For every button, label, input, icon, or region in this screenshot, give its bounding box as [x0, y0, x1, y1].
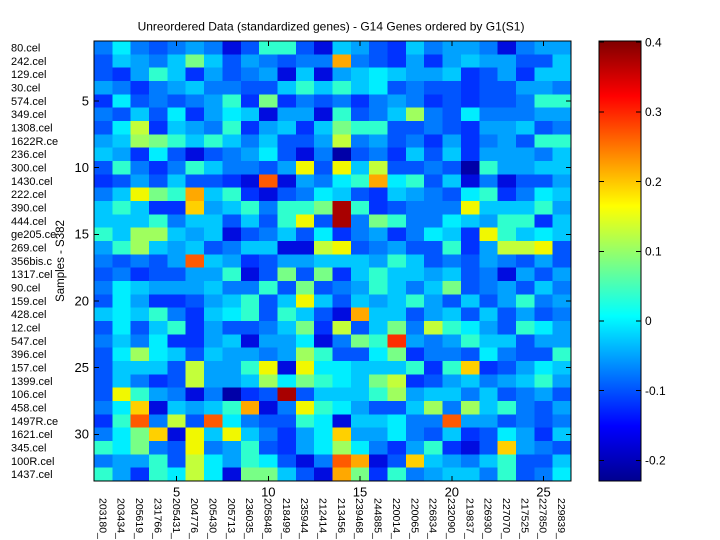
svg-text:345.cel: 345.cel [11, 443, 46, 455]
svg-text:-0.2: -0.2 [645, 454, 666, 468]
svg-text:212414_: 212414_ [317, 498, 329, 539]
svg-text:ge205.ce: ge205.ce [11, 229, 56, 241]
svg-text:390.cel: 390.cel [11, 203, 46, 215]
svg-text:1621.cel: 1621.cel [11, 429, 53, 441]
svg-text:222.cel: 222.cel [11, 189, 46, 201]
svg-text:204776_: 204776_ [188, 498, 200, 539]
svg-text:239468_: 239468_ [353, 498, 365, 539]
svg-text:15: 15 [75, 227, 89, 242]
svg-text:0.3: 0.3 [645, 105, 662, 119]
svg-text:30.cel: 30.cel [11, 83, 40, 95]
svg-text:396.cel: 396.cel [11, 349, 46, 361]
svg-text:356bis.c: 356bis.c [11, 256, 52, 268]
svg-text:205713_: 205713_ [225, 498, 237, 539]
svg-text:30: 30 [75, 427, 89, 442]
svg-text:129.cel: 129.cel [11, 69, 46, 81]
svg-text:226834_: 226834_ [427, 498, 439, 539]
svg-text:203434_: 203434_ [115, 498, 127, 539]
svg-text:80.cel: 80.cel [11, 43, 40, 55]
svg-text:20: 20 [75, 293, 89, 308]
svg-text:547.cel: 547.cel [11, 336, 46, 348]
svg-text:213456_: 213456_ [335, 498, 347, 539]
svg-text:205619_: 205619_ [133, 498, 145, 539]
svg-text:1399.cel: 1399.cel [11, 376, 53, 388]
svg-text:205848_: 205848_ [262, 498, 274, 539]
svg-text:428.cel: 428.cel [11, 309, 46, 321]
svg-text:25: 25 [536, 485, 550, 500]
svg-text:0.2: 0.2 [645, 175, 662, 189]
svg-text:229839_: 229839_ [555, 498, 567, 539]
svg-text:1308.cel: 1308.cel [11, 123, 53, 135]
svg-text:157.cel: 157.cel [11, 363, 46, 375]
svg-text:1622R.ce: 1622R.ce [11, 136, 58, 148]
svg-text:219837_: 219837_ [463, 498, 475, 539]
svg-text:458.cel: 458.cel [11, 403, 46, 415]
svg-text:5: 5 [82, 93, 89, 108]
svg-text:90.cel: 90.cel [11, 283, 40, 295]
svg-text:159.cel: 159.cel [11, 296, 46, 308]
svg-text:0.4: 0.4 [645, 35, 662, 49]
svg-text:1437.cel: 1437.cel [11, 469, 53, 481]
svg-text:205430_: 205430_ [206, 498, 218, 539]
svg-text:106.cel: 106.cel [11, 389, 46, 401]
svg-text:226930_: 226930_ [482, 498, 494, 539]
svg-text:25: 25 [75, 360, 89, 375]
svg-text:244885_: 244885_ [372, 498, 384, 539]
svg-text:0: 0 [645, 314, 652, 328]
svg-text:203180_: 203180_ [96, 498, 108, 539]
svg-text:235944_: 235944_ [298, 498, 310, 539]
svg-text:444.cel: 444.cel [11, 216, 46, 228]
svg-text:242.cel: 242.cel [11, 56, 46, 68]
svg-text:227070_: 227070_ [500, 498, 512, 539]
svg-text:5: 5 [173, 485, 180, 500]
svg-text:349.cel: 349.cel [11, 109, 46, 121]
svg-text:20: 20 [445, 485, 459, 500]
svg-text:236035_: 236035_ [243, 498, 255, 539]
svg-text:300.cel: 300.cel [11, 163, 46, 175]
svg-text:1497R.ce: 1497R.ce [11, 416, 58, 428]
svg-text:220065_: 220065_ [408, 498, 420, 539]
svg-text:236.cel: 236.cel [11, 149, 46, 161]
svg-text:100R.cel: 100R.cel [11, 456, 54, 468]
svg-text:1317.cel: 1317.cel [11, 269, 53, 281]
svg-text:227850_: 227850_ [537, 498, 549, 539]
svg-text:574.cel: 574.cel [11, 96, 46, 108]
svg-text:1430.cel: 1430.cel [11, 176, 53, 188]
svg-text:-0.1: -0.1 [645, 384, 666, 398]
svg-text:231766_: 231766_ [151, 498, 163, 539]
svg-text:217525_: 217525_ [518, 498, 530, 539]
svg-text:232090_: 232090_ [445, 498, 457, 539]
svg-text:15: 15 [353, 485, 367, 500]
svg-text:10: 10 [75, 160, 89, 175]
svg-text:Samples - S382: Samples - S382 [55, 220, 67, 302]
svg-text:12.cel: 12.cel [11, 323, 40, 335]
svg-text:218499_: 218499_ [280, 498, 292, 539]
svg-text:10: 10 [261, 485, 275, 500]
svg-text:205431_: 205431_ [170, 498, 182, 539]
svg-text:0.1: 0.1 [645, 245, 662, 259]
svg-text:220014_: 220014_ [390, 498, 402, 539]
svg-text:269.cel: 269.cel [11, 243, 46, 255]
svg-text:Unreordered Data (standardized: Unreordered Data (standardized genes) - … [138, 20, 525, 34]
